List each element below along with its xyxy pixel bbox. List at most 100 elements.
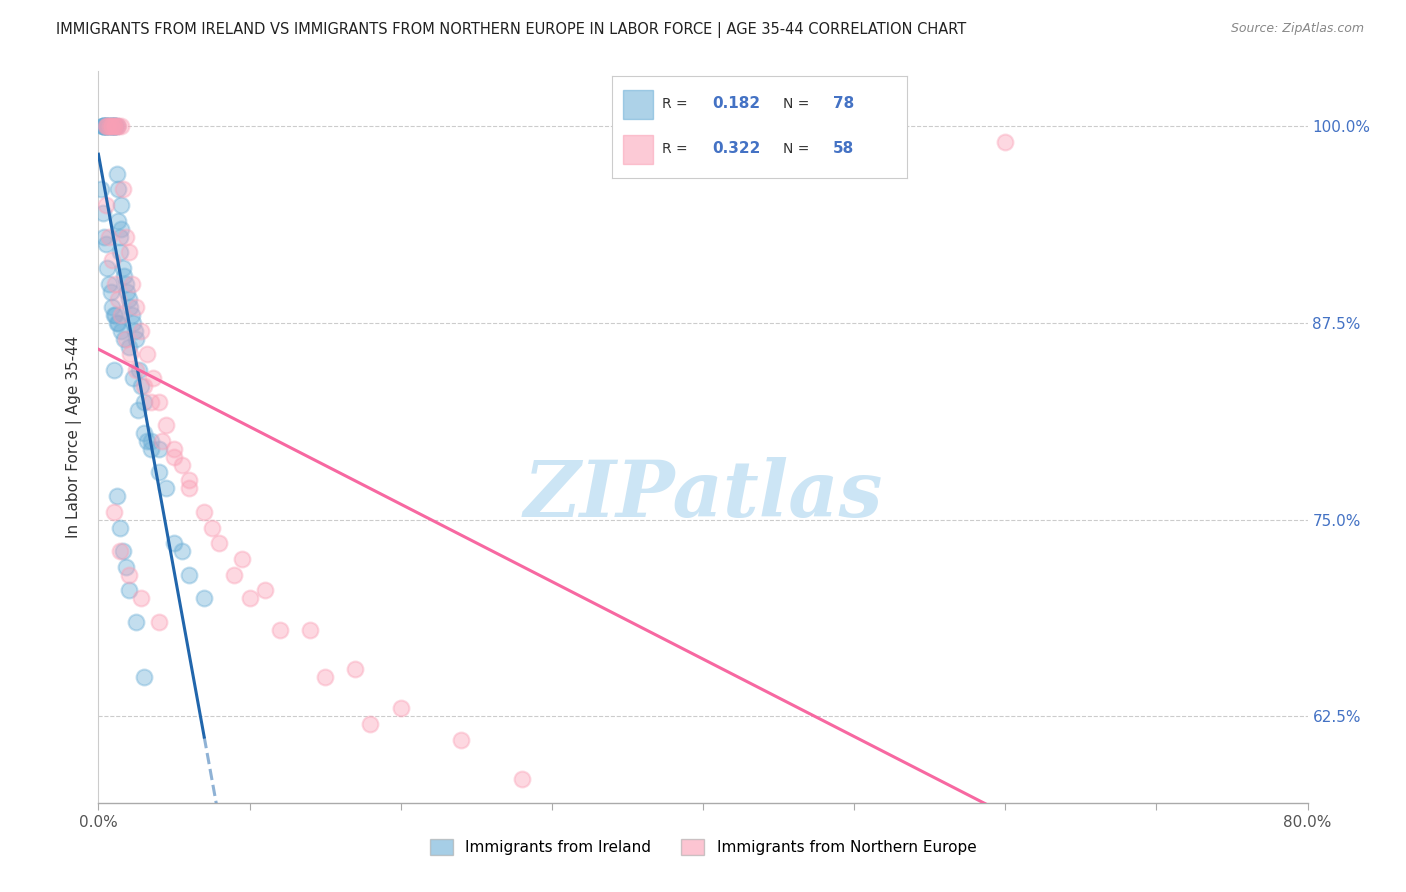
Point — [132, 670, 155, 684]
Point — [107, 120, 129, 134]
Text: 58: 58 — [832, 141, 855, 156]
Point — [125, 332, 148, 346]
Point — [135, 434, 157, 448]
Point — [141, 434, 163, 448]
Point — [129, 324, 152, 338]
Point — [98, 120, 121, 134]
Legend: Immigrants from Ireland, Immigrants from Northern Europe: Immigrants from Ireland, Immigrants from… — [423, 833, 983, 861]
Point — [111, 260, 134, 275]
Point — [108, 229, 131, 244]
Point — [127, 402, 149, 417]
Point — [94, 120, 117, 134]
Point — [114, 277, 136, 291]
Point — [91, 120, 114, 134]
Point — [124, 324, 146, 338]
Point — [224, 567, 246, 582]
Point — [98, 229, 121, 244]
Point — [103, 120, 125, 134]
Point — [108, 520, 131, 534]
Point — [120, 301, 142, 315]
Point — [94, 120, 117, 134]
Text: 0.182: 0.182 — [711, 96, 761, 111]
Point — [107, 293, 129, 307]
Point — [150, 434, 173, 448]
Point — [129, 379, 152, 393]
Point — [93, 120, 115, 134]
Point — [107, 182, 129, 196]
Point — [101, 120, 124, 134]
Point — [100, 120, 122, 134]
Text: N =: N = — [783, 96, 814, 111]
Text: Source: ZipAtlas.com: Source: ZipAtlas.com — [1230, 22, 1364, 36]
Point — [110, 198, 132, 212]
Point — [179, 473, 201, 487]
Bar — [623, 136, 652, 164]
Point — [110, 308, 132, 322]
Text: ZIPatlas: ZIPatlas — [523, 458, 883, 533]
Point — [100, 120, 122, 134]
Point — [110, 221, 132, 235]
Point — [112, 332, 135, 346]
Point — [115, 285, 138, 299]
Point — [121, 277, 143, 291]
Point — [170, 458, 193, 472]
Point — [98, 277, 121, 291]
Point — [141, 442, 163, 456]
Text: 0.322: 0.322 — [711, 141, 761, 156]
Point — [253, 583, 276, 598]
Point — [125, 301, 148, 315]
Point — [121, 308, 143, 322]
Point — [163, 442, 186, 456]
Point — [114, 559, 136, 574]
Point — [208, 536, 231, 550]
Point — [91, 120, 114, 134]
Point — [129, 591, 152, 606]
Point — [101, 301, 124, 315]
Point — [96, 260, 118, 275]
Point — [101, 253, 124, 268]
Point — [105, 167, 128, 181]
Point — [114, 332, 136, 346]
Point — [148, 466, 170, 480]
Point — [510, 772, 533, 787]
Point — [94, 237, 117, 252]
Point — [110, 120, 132, 134]
Text: N =: N = — [783, 142, 814, 155]
Point — [93, 120, 115, 134]
Point — [101, 120, 124, 134]
Point — [103, 120, 125, 134]
Point — [104, 120, 127, 134]
Point — [118, 245, 141, 260]
Point — [148, 442, 170, 456]
Point — [96, 120, 118, 134]
Point — [101, 120, 124, 134]
Point — [118, 340, 141, 354]
Point — [142, 371, 165, 385]
Point — [91, 120, 114, 134]
Point — [122, 371, 145, 385]
Point — [125, 363, 148, 377]
Point — [122, 316, 145, 330]
Point — [269, 623, 291, 637]
Point — [98, 120, 121, 134]
Point — [125, 615, 148, 629]
Point — [179, 481, 201, 495]
Point — [170, 544, 193, 558]
Point — [94, 120, 117, 134]
Point — [344, 662, 367, 676]
Point — [100, 120, 122, 134]
Point — [105, 120, 128, 134]
Point — [105, 120, 128, 134]
Text: 78: 78 — [832, 96, 855, 111]
Point — [132, 394, 155, 409]
Point — [107, 214, 129, 228]
Point — [141, 394, 163, 409]
Point — [114, 229, 136, 244]
Text: R =: R = — [662, 142, 692, 155]
Text: R =: R = — [662, 96, 692, 111]
Point — [103, 120, 125, 134]
Point — [107, 316, 129, 330]
Point — [314, 670, 336, 684]
Point — [100, 285, 122, 299]
Point — [90, 182, 112, 196]
